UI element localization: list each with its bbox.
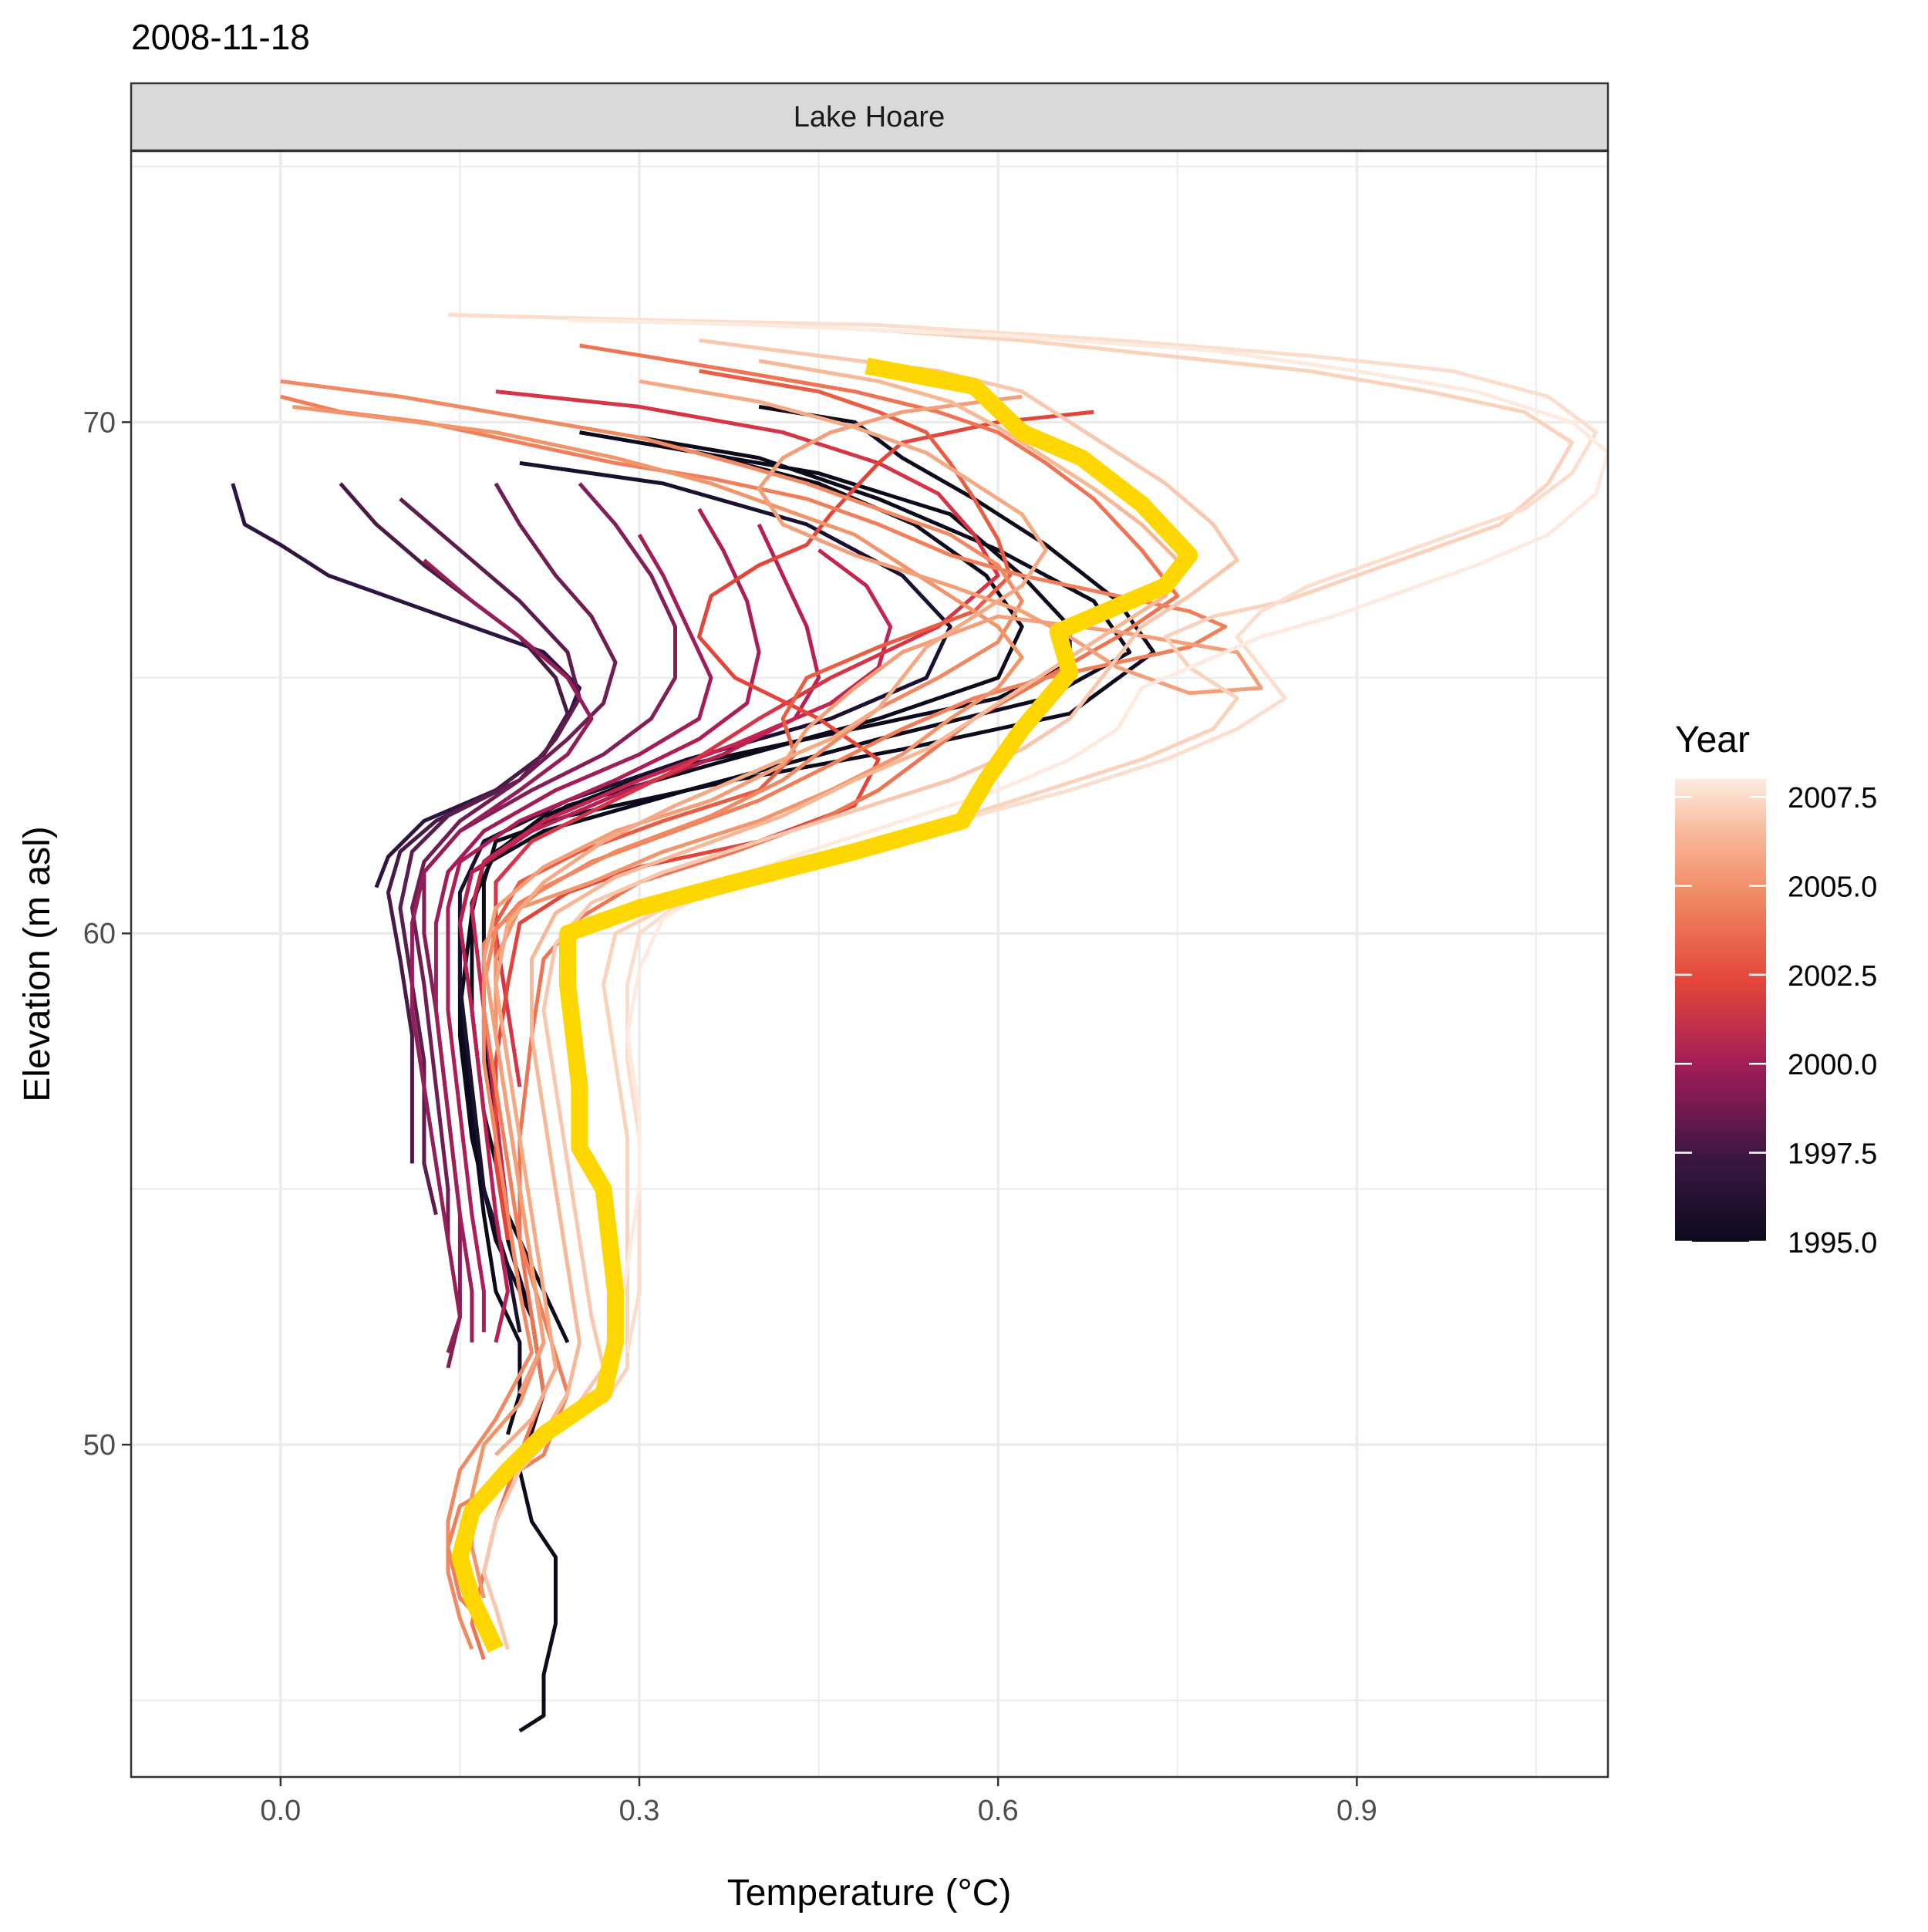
x-tick-label: 0.6 <box>978 1795 1019 1827</box>
legend-title: Year <box>1675 720 1750 760</box>
y-tick-label: 50 <box>83 1429 116 1462</box>
legend-colorbar <box>1675 779 1766 1242</box>
x-tick-label: 0.9 <box>1336 1795 1377 1827</box>
legend-tick-label: 1997.5 <box>1788 1138 1877 1171</box>
legend-tick-label: 2002.5 <box>1788 960 1877 993</box>
x-tick-label: 0.0 <box>260 1795 301 1827</box>
chart-title: 2008-11-18 <box>131 17 310 57</box>
legend-tick-label: 1995.0 <box>1788 1227 1877 1259</box>
x-axis-label: Temperature (°C) <box>727 1873 1012 1913</box>
y-axis: 50 60 70 <box>83 406 131 1462</box>
legend-tick-label: 2000.0 <box>1788 1049 1877 1081</box>
y-tick-label: 60 <box>83 918 116 950</box>
x-axis: 0.0 0.3 0.6 0.9 <box>260 1777 1377 1827</box>
y-tick-label: 70 <box>83 406 116 439</box>
facet-label: Lake Hoare <box>794 101 945 133</box>
x-tick-label: 0.3 <box>619 1795 660 1827</box>
legend: Year 1995.0 1997.5 2000.0 2002.5 2005.0 2007.… <box>1675 720 1877 1259</box>
legend-tick-label: 2007.5 <box>1788 782 1877 814</box>
y-axis-label: Elevation (m asl) <box>17 826 58 1101</box>
legend-tick-label: 2005.0 <box>1788 871 1877 903</box>
